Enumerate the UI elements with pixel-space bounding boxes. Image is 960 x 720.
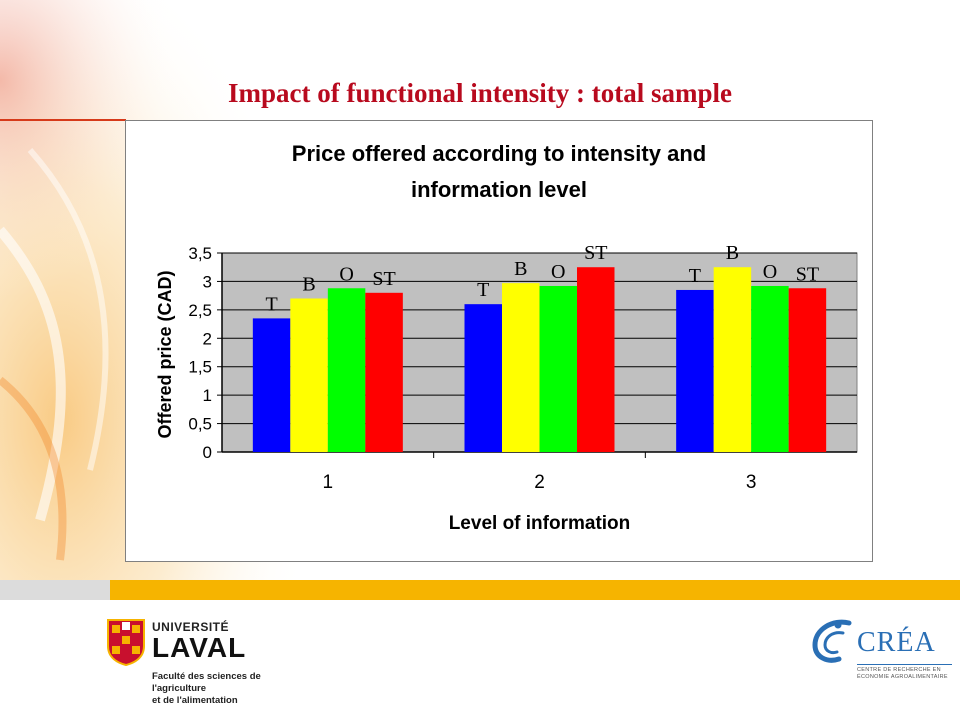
x-tick-label: 1	[323, 472, 334, 493]
bar	[252, 318, 291, 452]
x-tick-label: 3	[746, 472, 757, 493]
bar-data-label: B	[514, 258, 527, 280]
y-tick-label: 3	[203, 272, 212, 291]
crea-swirl-icon	[812, 619, 852, 663]
bar-data-label: B	[302, 273, 315, 295]
y-tick-label: 2,5	[188, 301, 212, 320]
y-tick-label: 1	[203, 386, 212, 405]
chart-frame: Price offered according to intensity and…	[125, 120, 873, 562]
bar-data-label: O	[763, 261, 777, 283]
bar-chart: Price offered according to intensity and…	[155, 141, 858, 534]
bar	[788, 288, 827, 452]
y-tick-label: 0	[203, 443, 212, 462]
bar-data-label: O	[339, 263, 353, 285]
x-tick-label: 2	[534, 472, 545, 493]
y-tick-label: 2	[203, 329, 212, 348]
bar	[751, 285, 789, 452]
faculty-name: Faculté des sciences de l'agriculture et…	[152, 671, 312, 707]
slide-title: Impact of functional intensity : total s…	[228, 78, 732, 108]
bar-data-label: O	[551, 261, 565, 283]
bar	[713, 267, 752, 452]
bar	[327, 288, 366, 452]
faculty-line-2: et de l'alimentation	[152, 695, 238, 706]
y-tick-label: 3,5	[188, 244, 212, 263]
crea-subtitle-line-2: ÉCONOMIE AGROALIMENTAIRE	[857, 674, 948, 680]
y-axis-title: Offered price (CAD)	[155, 270, 175, 438]
bar-data-label: ST	[584, 242, 607, 264]
bar-data-label: T	[477, 279, 489, 301]
bar	[365, 292, 403, 452]
footer-band-gray	[0, 580, 110, 600]
bar-data-label: ST	[372, 268, 395, 290]
bar	[539, 285, 577, 452]
laval-crest-icon	[107, 619, 145, 666]
crea-subtitle: CENTRE DE RECHERCHE EN ÉCONOMIE AGROALIM…	[857, 664, 952, 681]
bar-data-label: ST	[796, 263, 819, 285]
bar-data-label: B	[726, 242, 739, 264]
university-name: LAVAL	[152, 632, 247, 663]
chart-title-line: information level	[411, 177, 587, 202]
crea-name: CRÉA	[857, 627, 936, 658]
bar	[464, 304, 502, 452]
bar	[676, 289, 714, 452]
crea-logo: CRÉA CENTRE DE RECHERCHE EN ÉCONOMIE AGR…	[805, 605, 955, 695]
universite-laval-logo: UNIVERSITÉ LAVAL Faculté des sciences de…	[100, 615, 300, 706]
x-axis-title: Level of information	[449, 513, 631, 534]
y-tick-label: 1,5	[188, 358, 212, 377]
bar-data-label: T	[265, 293, 277, 315]
footer-band-yellow	[110, 580, 960, 600]
bar-data-label: T	[689, 265, 701, 287]
bar	[290, 298, 328, 452]
crea-subtitle-line-1: CENTRE DE RECHERCHE EN	[857, 667, 941, 673]
bar	[577, 267, 615, 452]
y-tick-label: 0,5	[188, 415, 212, 434]
chart-title-line: Price offered according to intensity and	[292, 141, 706, 166]
faculty-line-1: Faculté des sciences de l'agriculture	[152, 671, 261, 694]
bar	[502, 283, 540, 452]
university-label: UNIVERSITÉ	[152, 620, 230, 634]
title-divider	[0, 119, 126, 121]
